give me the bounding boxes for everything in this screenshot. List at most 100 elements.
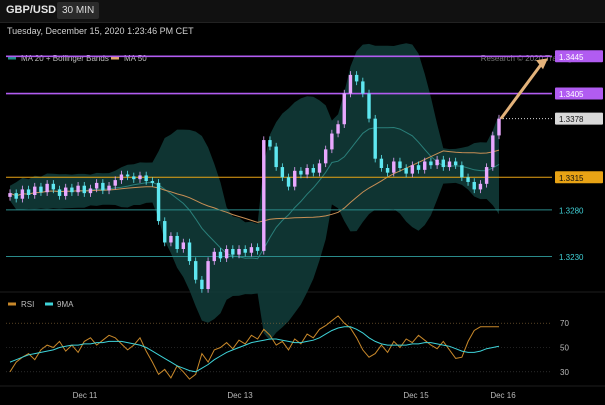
level-tag-1.3315: 1.3315 [559,174,584,183]
level-tag-1.3230: 1.3230 [559,253,584,262]
candle-body [163,221,167,243]
candle-body [466,177,470,182]
candle-body [193,261,198,280]
candle-body [119,174,124,181]
candle-body [138,175,142,180]
candle-body [82,185,86,194]
rsi-tick-70: 70 [560,319,569,328]
candle-body [8,193,12,197]
candle-body [286,177,291,187]
candle-body [57,189,62,196]
candle-body [311,168,316,173]
candle-body [33,186,37,195]
candle-body [88,188,93,194]
candle-body [224,249,229,259]
candle-body [39,186,43,193]
level-tag-1.3280: 1.3280 [559,206,584,215]
candle-body [26,189,31,195]
candle-body [200,279,204,290]
candle-body [231,249,235,255]
candle-body [317,163,322,173]
candle-body [398,161,402,168]
candle-body [156,182,161,222]
x-tick-3: Dec 16 [490,391,516,400]
candle-body [416,165,421,170]
forecast-arrow-shaft [499,62,544,120]
candle-body [187,242,192,262]
legend-label-9ma: 9MA [57,300,74,309]
candle-body [447,161,452,168]
candle-body [361,81,365,94]
x-tick-0: Dec 11 [73,391,98,400]
rsi-tick-50: 50 [560,344,569,353]
candle-body [336,124,340,134]
forecast-arrow-head [536,58,548,70]
legend-label-rsi: RSI [21,300,34,309]
candle-body [392,161,396,173]
level-tag-bg-1.3405 [555,87,603,100]
candle-body [342,93,346,125]
candle-body [435,159,439,166]
level-tag-bg-1.3445 [555,50,603,63]
level-tag-1.3405: 1.3405 [559,90,584,99]
candle-body [64,187,68,196]
candle-body [491,135,495,168]
candle-body [101,182,105,191]
candle-body [305,168,309,175]
level-tag-bg-1.3315 [555,171,603,184]
candle-body [484,167,489,184]
candle-body [367,93,371,119]
candle-body [255,247,260,251]
candle-body [45,183,49,193]
bollinger-band-area [10,43,499,341]
candle-body [125,174,130,177]
candle-body [379,158,384,168]
candle-body [423,161,427,170]
candle-body [262,140,266,251]
candle-body [169,235,173,243]
candle-body [268,140,272,147]
x-tick-2: Dec 15 [403,391,429,400]
candle-body [132,176,136,180]
timeframe-button[interactable]: 30 MIN [57,2,100,19]
candle-body [107,185,111,191]
legend-label-ma50: MA 50 [124,54,147,63]
candle-body [51,183,56,190]
candle-body [212,251,216,262]
candle-body [299,170,303,175]
candle-body [293,170,297,187]
candle-body [218,251,223,259]
candle-body [237,249,241,255]
candle-body [206,261,210,290]
level-tag-1.3445: 1.3445 [559,53,584,62]
legend-label-ma20: MA 20 + Bollinger Bands [21,54,109,63]
candle-body [113,180,117,186]
candle-body [150,181,155,183]
rsi-line [9,315,499,380]
candle-body [373,118,377,159]
candle-body [70,187,74,193]
candle-body [478,183,483,190]
candle-body [323,149,328,164]
level-tag-bg-1.3378 [555,112,603,125]
candle-body [243,249,247,253]
candle-body [453,161,458,166]
candle-body [429,161,433,166]
candle-body [348,74,353,94]
candle-body [410,165,415,174]
top-bar: GBP/USD 30 MIN [0,0,605,23]
candle-body [249,247,254,253]
candle-body [330,133,334,150]
x-tick-1: Dec 13 [227,391,253,400]
candle-body [472,181,476,190]
chart-timestamp: Tuesday, December 15, 2020 1:23:46 PM CE… [7,26,194,36]
candle-body [20,189,25,199]
candle-body [274,146,278,168]
candle-body [175,235,179,249]
candle-body [14,193,18,199]
rsi-tick-30: 30 [560,368,569,377]
candle-body [280,167,285,178]
candle-body [385,168,390,173]
candle-body [460,165,464,178]
